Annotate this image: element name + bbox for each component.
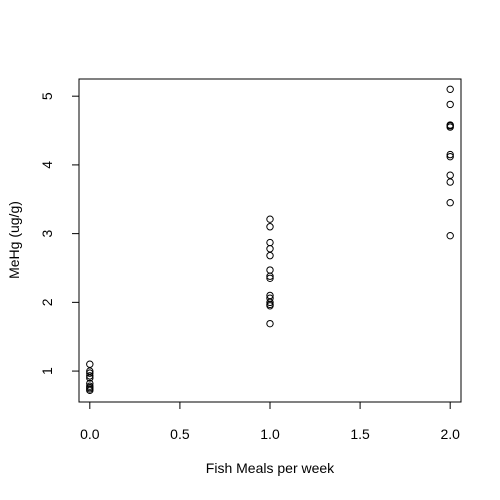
data-point (446, 152, 454, 161)
data-point (86, 369, 94, 377)
y-axis-label: MeHg (ug/g) (6, 201, 22, 279)
data-points (86, 85, 454, 395)
data-point (86, 386, 94, 395)
data-point (266, 215, 274, 223)
y-tick-label: 3 (39, 230, 55, 238)
data-point (266, 274, 274, 282)
x-tick-label: 1.0 (260, 426, 280, 442)
data-point (266, 272, 274, 280)
data-point (446, 100, 454, 109)
y-axis: 1 2 3 4 5 (39, 92, 80, 375)
data-point (86, 372, 94, 380)
data-point (266, 298, 274, 307)
data-point (266, 319, 274, 328)
x-tick-label: 0.5 (170, 426, 190, 442)
x-tick-label: 1.5 (350, 426, 370, 442)
data-point (446, 85, 454, 94)
y-tick-label: 2 (39, 298, 55, 306)
x-axis: 0.0 0.5 1.0 1.5 2.0 (80, 401, 460, 442)
x-tick-label: 0.0 (80, 426, 100, 442)
data-point (266, 223, 274, 231)
x-axis-label: Fish Meals per week (206, 460, 335, 476)
data-point (446, 231, 454, 240)
y-tick-label: 5 (39, 92, 55, 100)
y-tick-label: 4 (39, 161, 55, 169)
x-tick-label: 2.0 (440, 426, 460, 442)
y-tick-label: 1 (39, 367, 55, 375)
data-point (86, 374, 94, 382)
data-point (446, 122, 454, 130)
data-point (446, 199, 454, 207)
data-point (446, 150, 454, 159)
data-point (266, 251, 274, 260)
data-point (446, 178, 454, 186)
data-point (266, 302, 274, 310)
